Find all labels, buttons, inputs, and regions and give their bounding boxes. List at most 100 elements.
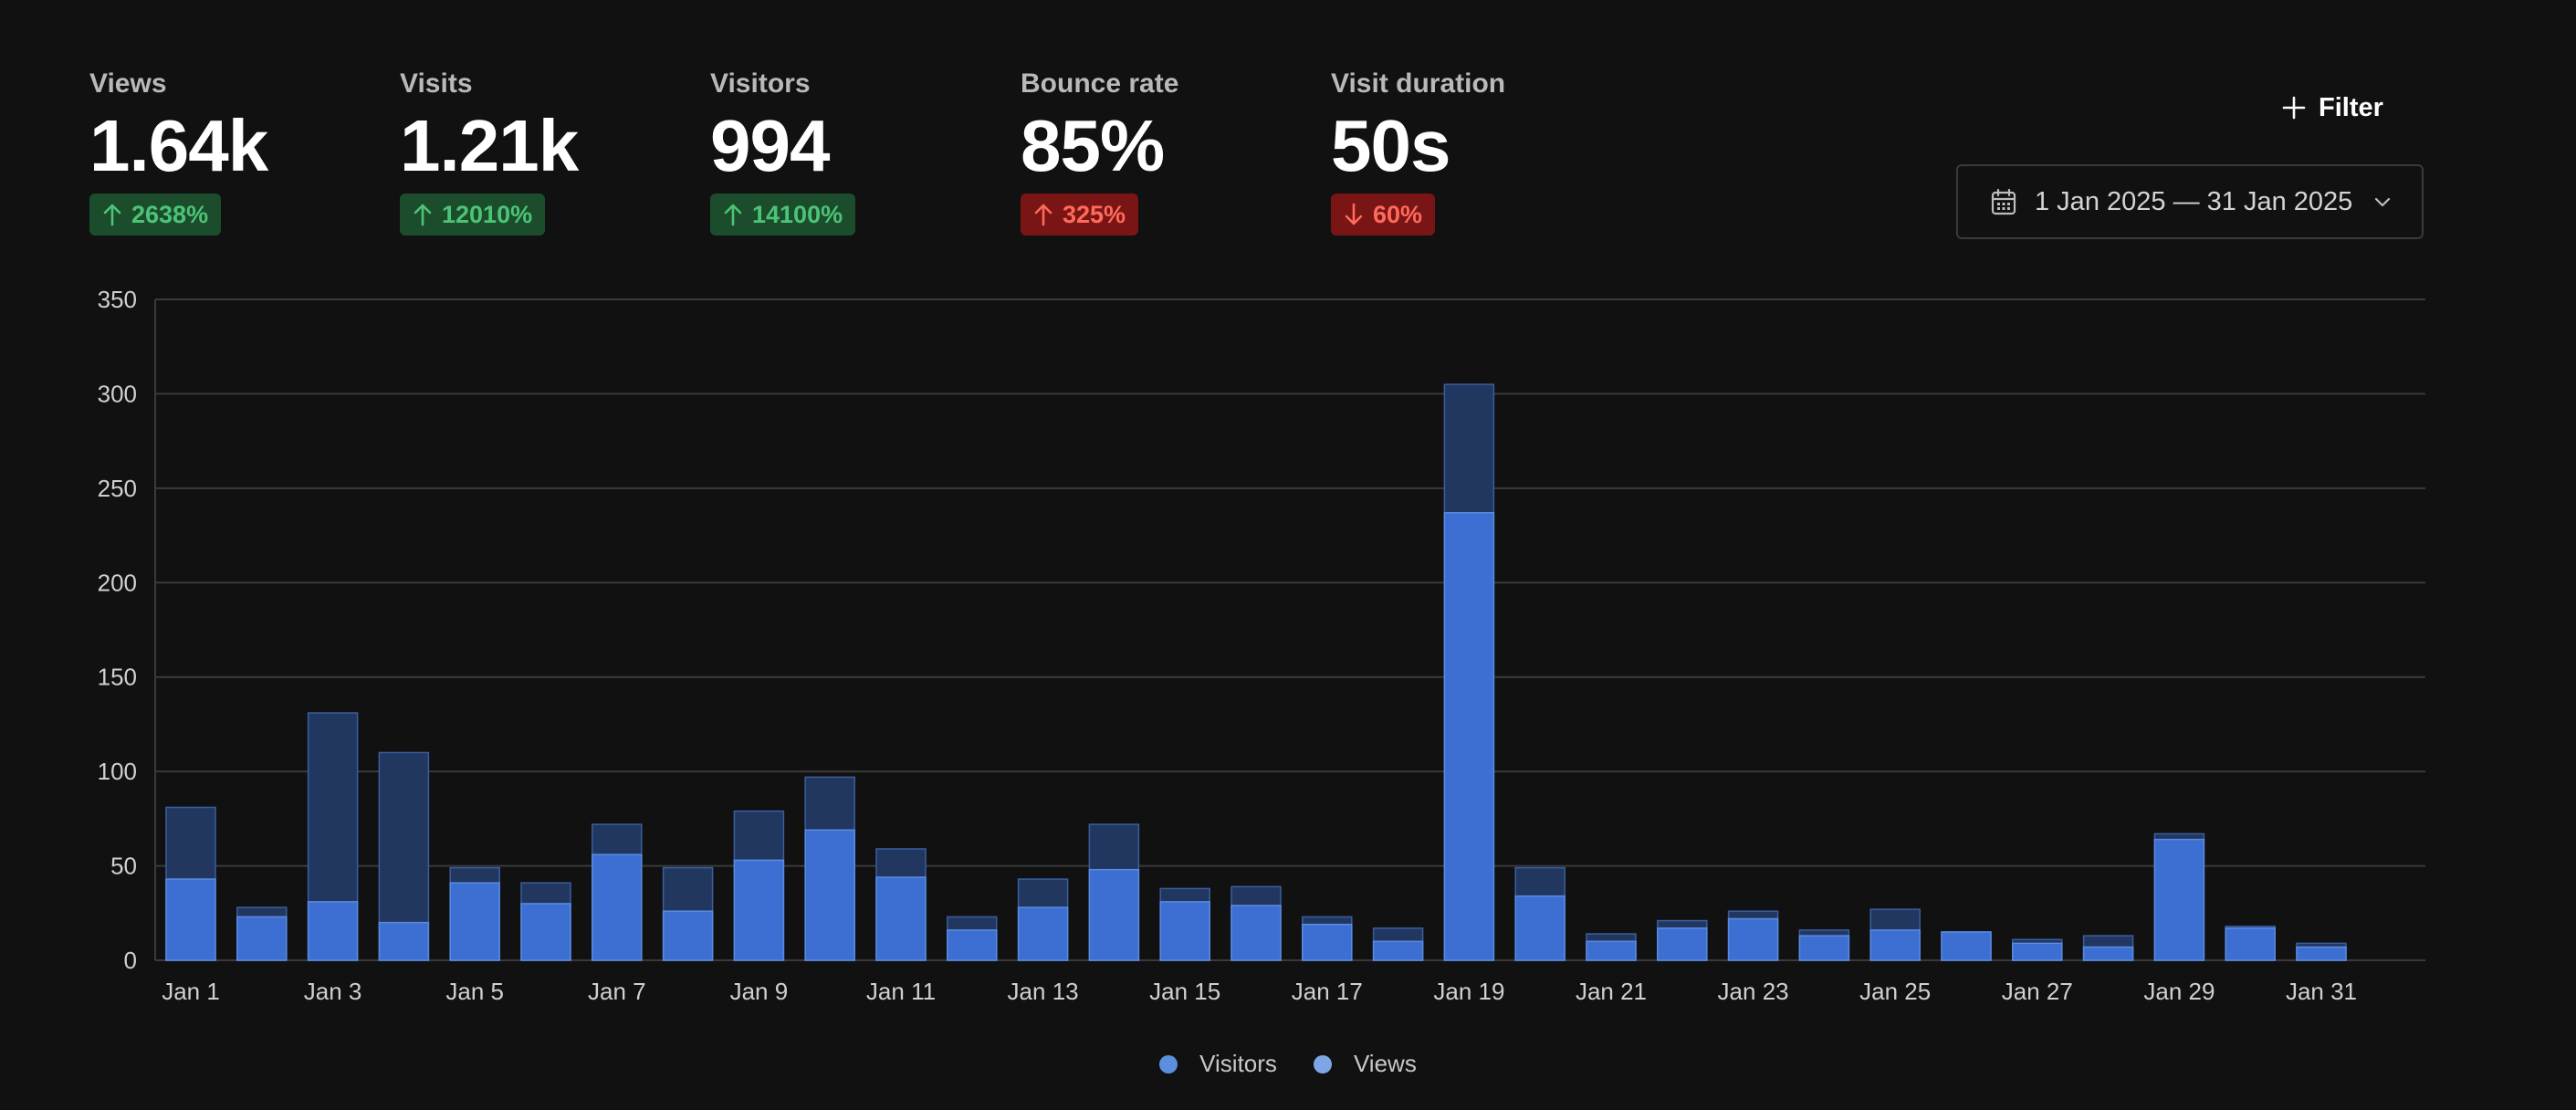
bar-visitors	[592, 853, 643, 961]
y-tick-label: 200	[98, 569, 137, 596]
metric-label: Visits	[400, 68, 473, 99]
bar-visitors	[165, 878, 216, 961]
legend-item-views[interactable]: Views	[1313, 1050, 1417, 1078]
y-tick-label: 150	[98, 664, 137, 691]
metric-label: Visitors	[710, 68, 811, 99]
bar-visitors	[1088, 868, 1140, 961]
calendar-icon	[1991, 188, 2016, 215]
change-badge: 12010%	[400, 194, 546, 236]
x-tick-label: Jan 13	[1008, 978, 1079, 1005]
bar-visitors	[1017, 906, 1069, 961]
metric-label: Bounce rate	[1021, 68, 1179, 99]
y-tick-label: 100	[98, 758, 137, 785]
x-tick-label: Jan 27	[2002, 978, 2073, 1005]
x-tick-label: Jan 1	[162, 978, 220, 1005]
x-tick-label: Jan 7	[588, 978, 646, 1005]
legend-label: Views	[1353, 1050, 1417, 1077]
metric-views[interactable]: Views 1.64k 2638%	[89, 64, 268, 236]
change-value: 2638%	[131, 200, 209, 228]
legend-item-visitors[interactable]: Visitors	[1159, 1050, 1277, 1078]
x-tick-label: Jan 29	[2143, 978, 2215, 1005]
metric-visit-duration[interactable]: Visit duration 50s 60%	[1331, 64, 1505, 236]
metric-value: 994	[710, 105, 830, 186]
bar-visitors	[1657, 927, 1708, 961]
bar-visitors	[1302, 923, 1353, 961]
bar-visitors	[804, 829, 855, 961]
bar-visitors	[1798, 935, 1850, 961]
x-tick-label: Jan 31	[2286, 978, 2357, 1005]
metric-value: 1.64k	[89, 105, 268, 186]
change-value: 325%	[1063, 200, 1126, 228]
bar-visitors	[733, 859, 785, 961]
legend-swatch-views	[1313, 1054, 1332, 1073]
arrow-up-icon	[103, 204, 121, 226]
change-value: 60%	[1373, 200, 1423, 228]
filter-button[interactable]: Filter	[2282, 88, 2383, 128]
filter-label: Filter	[2319, 92, 2383, 122]
y-tick-label: 350	[98, 286, 137, 313]
bar-visitors	[1230, 905, 1282, 961]
bar-visitors	[1372, 940, 1424, 961]
bar-visitors	[1586, 940, 1637, 961]
metrics-row: Views 1.64k 2638% Visits 1.21k 12010% Vi…	[89, 64, 1733, 246]
bar-visitors	[875, 876, 927, 961]
date-range-picker[interactable]: 1 Jan 2025 — 31 Jan 2025	[1956, 164, 2424, 239]
metric-value: 1.21k	[400, 105, 579, 186]
change-badge: 2638%	[89, 194, 222, 236]
x-tick-label: Jan 21	[1576, 978, 1647, 1005]
y-tick-label: 0	[124, 947, 137, 974]
legend-swatch-visitors	[1159, 1054, 1178, 1073]
bar-visitors	[449, 882, 500, 961]
x-tick-label: Jan 15	[1149, 978, 1220, 1005]
arrow-down-icon	[1345, 203, 1363, 225]
y-tick-label: 250	[98, 475, 137, 502]
x-tick-label: Jan 5	[445, 978, 504, 1005]
change-badge: 325%	[1021, 194, 1139, 236]
chevron-down-icon	[2375, 197, 2391, 207]
bar-visitors	[520, 903, 571, 961]
metric-label: Views	[89, 68, 167, 99]
bar-visitors	[1941, 931, 1992, 961]
x-tick-label: Jan 19	[1433, 978, 1504, 1005]
bar-visitors	[947, 929, 998, 961]
metric-visitors[interactable]: Visitors 994 14100%	[710, 64, 856, 236]
bar-visitors	[2153, 838, 2205, 961]
bar-visitors	[1159, 901, 1210, 961]
metric-bounce-rate[interactable]: Bounce rate 85% 325%	[1021, 64, 1178, 236]
x-tick-label: Jan 9	[730, 978, 789, 1005]
metric-label: Visit duration	[1331, 68, 1506, 99]
bar-visitors	[2296, 946, 2347, 961]
change-value: 12010%	[442, 200, 533, 228]
bar-visitors	[2082, 946, 2134, 961]
x-tick-label: Jan 11	[866, 978, 936, 1005]
bar-visitors	[1514, 895, 1565, 961]
x-tick-label: Jan 25	[1859, 978, 1931, 1005]
legend-label: Visitors	[1199, 1050, 1277, 1077]
change-badge: 14100%	[710, 194, 856, 236]
metric-value: 85%	[1021, 105, 1165, 186]
y-tick-label: 50	[110, 853, 137, 880]
bar-visitors	[2012, 942, 2063, 961]
x-tick-label: Jan 23	[1718, 978, 1789, 1005]
arrow-up-icon	[1034, 204, 1052, 226]
bar-visitors	[307, 901, 359, 961]
x-tick-label: Jan 3	[304, 978, 362, 1005]
bar-visitors	[662, 910, 714, 961]
change-value: 14100%	[752, 200, 843, 228]
bar-visitors	[378, 921, 430, 961]
x-tick-label: Jan 17	[1292, 978, 1363, 1005]
bar-visitors	[2225, 927, 2276, 961]
metric-value: 50s	[1331, 105, 1450, 186]
bar-visitors	[1443, 511, 1495, 961]
bar-visitors	[236, 916, 288, 961]
plus-icon	[2282, 96, 2306, 120]
bar-visitors	[1869, 929, 1921, 961]
arrow-up-icon	[414, 204, 432, 226]
y-tick-label: 300	[98, 380, 137, 407]
bar-visitors	[1727, 917, 1779, 961]
metric-visits[interactable]: Visits 1.21k 12010%	[400, 64, 579, 236]
arrow-up-icon	[724, 204, 742, 226]
chart-legend: Visitors Views	[0, 1050, 2576, 1078]
